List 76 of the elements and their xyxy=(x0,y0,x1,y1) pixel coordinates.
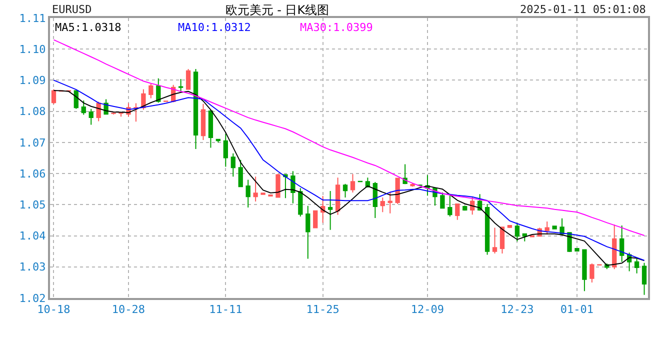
candlestick xyxy=(193,68,198,150)
y-tick-label: 1.10 xyxy=(19,42,46,56)
candlestick xyxy=(522,233,527,242)
candlestick xyxy=(81,100,86,116)
y-tick-label: 1.11 xyxy=(19,12,46,25)
x-tick-label: 12-09 xyxy=(410,303,444,316)
candlestick xyxy=(440,192,445,209)
candlestick xyxy=(342,183,348,198)
candlestick xyxy=(574,248,580,252)
candlestick xyxy=(582,248,587,292)
candlestick xyxy=(268,194,273,197)
candlestick xyxy=(200,103,206,140)
candlestick xyxy=(567,232,572,252)
text: EURUSD xyxy=(52,3,92,16)
candlestick xyxy=(223,134,228,168)
y-tick-label: 1.03 xyxy=(19,260,46,274)
chart-title: 欧元美元 - 日K线图 xyxy=(225,2,330,17)
x-tick-label: 11-25 xyxy=(306,303,340,316)
candlestick xyxy=(470,196,475,216)
candlestick xyxy=(372,181,378,219)
x-tick-label: 01-01 xyxy=(560,303,594,316)
y-tick-label: 1.07 xyxy=(19,136,46,150)
y-tick-label: 1.02 xyxy=(19,292,46,305)
candlestick xyxy=(208,109,214,148)
candlestick xyxy=(148,83,154,99)
y-tick-label: 1.08 xyxy=(19,105,46,118)
candlestick xyxy=(186,68,191,90)
candlestick xyxy=(544,220,550,236)
y-tick-label: 1.06 xyxy=(19,167,46,180)
candlestick xyxy=(156,78,161,104)
text: MA5:1.0318 xyxy=(55,21,122,34)
candlestick xyxy=(388,191,392,214)
text: MA30:1.0399 xyxy=(300,21,373,34)
candlestick xyxy=(462,205,468,212)
candlestick xyxy=(500,226,505,254)
y-tick-label: 1.04 xyxy=(19,230,46,243)
candlestick xyxy=(178,78,184,92)
candlestick xyxy=(238,159,243,188)
x-tick-label: 11-11 xyxy=(209,303,242,316)
candlestick xyxy=(620,225,624,262)
candlestick xyxy=(514,222,520,242)
y-tick-label: 1.05 xyxy=(19,198,46,212)
candlestick xyxy=(507,224,512,228)
candlestick xyxy=(492,227,498,254)
candlestick xyxy=(455,203,460,220)
candlestick xyxy=(298,188,303,217)
candlestick xyxy=(134,102,138,122)
candlestick xyxy=(350,174,356,194)
x-tick-label: 10-28 xyxy=(112,303,146,316)
x-tick-label: 10-18 xyxy=(37,303,70,316)
candlestick xyxy=(380,197,385,213)
text: MA10:1.0312 xyxy=(178,21,251,34)
candlestick xyxy=(111,112,116,115)
line-series xyxy=(53,39,645,236)
x-tick-label: 12-23 xyxy=(500,303,534,316)
candlestick xyxy=(328,190,333,230)
candlestick xyxy=(335,177,340,216)
candlestick xyxy=(402,164,408,185)
candlestick xyxy=(306,205,310,260)
candlestick xyxy=(590,262,594,283)
candlestick xyxy=(448,194,452,217)
candlestick xyxy=(313,210,318,228)
candlestick xyxy=(283,174,288,199)
candlestick xyxy=(246,179,250,208)
candlestick xyxy=(230,152,236,178)
candlestick xyxy=(51,88,56,105)
y-tick-label: 1.09 xyxy=(19,74,46,88)
candlestick xyxy=(552,225,557,230)
candlestick xyxy=(253,176,258,202)
candlestick xyxy=(88,108,94,126)
candlestick xyxy=(612,224,617,270)
candlestick xyxy=(484,204,490,256)
candlestick xyxy=(642,262,647,296)
text: 2025-01-11 05:01:08 xyxy=(520,3,646,16)
candlestick xyxy=(634,257,640,274)
candlestick xyxy=(276,173,280,198)
